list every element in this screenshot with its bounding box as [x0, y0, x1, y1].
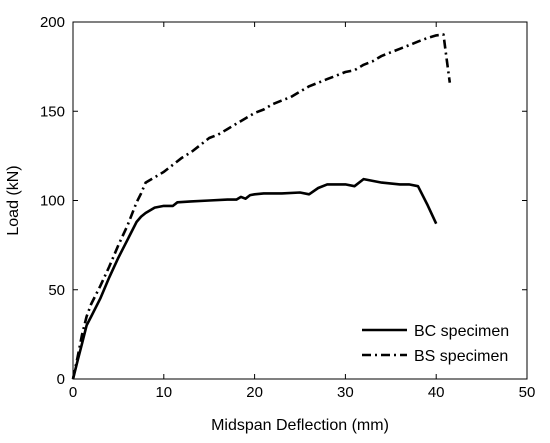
y-axis-label: Load (kN) — [5, 165, 22, 235]
legend-label: BC specimen — [414, 323, 509, 340]
y-tick-label: 150 — [40, 103, 65, 120]
x-tick-label: 50 — [519, 384, 536, 401]
y-tick-label: 100 — [40, 193, 65, 210]
y-tick-label: 200 — [40, 14, 65, 31]
x-axis-label: Midspan Deflection (mm) — [211, 417, 389, 434]
x-tick-label: 10 — [155, 384, 172, 401]
series-line-bs-specimen — [71, 33, 452, 380]
x-tick-label: 20 — [246, 384, 263, 401]
legend: BC specimen BS specimen — [362, 323, 509, 365]
legend-label: BS specimen — [414, 348, 508, 365]
x-tick-label: 30 — [337, 384, 354, 401]
series-line-bc-specimen — [71, 177, 438, 380]
x-tick-label: 0 — [69, 384, 77, 401]
axis-ticks: 0 10 20 30 40 50 0 50 100 150 200 — [40, 14, 535, 401]
y-tick-label: 0 — [57, 371, 65, 388]
x-tick-label: 40 — [428, 384, 445, 401]
y-tick-label: 50 — [48, 282, 65, 299]
series-lines — [71, 33, 452, 380]
